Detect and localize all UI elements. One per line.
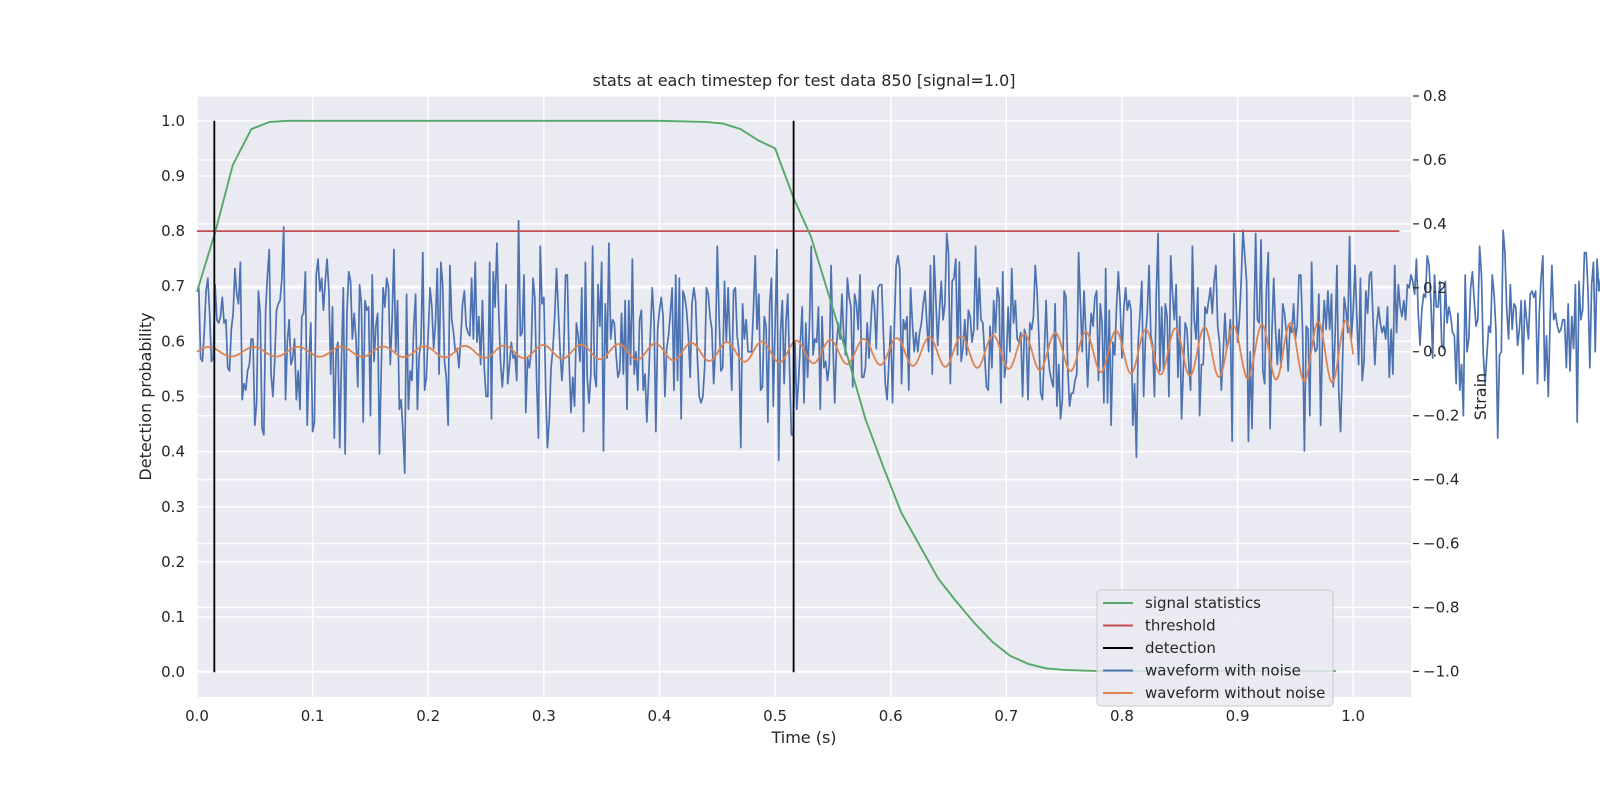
y-right-tick-label: −0.4 bbox=[1423, 471, 1459, 489]
y-right-tick-label: −0.2 bbox=[1423, 407, 1459, 425]
x-tick-label: 1.0 bbox=[1341, 707, 1365, 725]
x-tick-label: 0.5 bbox=[763, 707, 787, 725]
legend-entry-label: waveform without noise bbox=[1145, 684, 1325, 702]
x-axis-label: Time (s) bbox=[770, 728, 836, 747]
y-axis-right-label: Strain bbox=[1471, 373, 1490, 420]
y-left-tick-label: 0.0 bbox=[161, 663, 185, 681]
y-right-tick-label: 0.6 bbox=[1423, 151, 1447, 169]
x-tick-label: 0.9 bbox=[1226, 707, 1250, 725]
y-right-tick-label: 0.2 bbox=[1423, 279, 1447, 297]
legend-box bbox=[1096, 589, 1334, 707]
x-tick-label: 0.3 bbox=[532, 707, 556, 725]
x-tick-label: 0.8 bbox=[1110, 707, 1134, 725]
y-right-tick-label: 0.4 bbox=[1423, 215, 1447, 233]
y-right-tick-label: −0.8 bbox=[1423, 598, 1459, 616]
y-left-tick-label: 0.4 bbox=[161, 443, 185, 461]
legend: signal statistics threshold detection wavef… bbox=[1096, 589, 1334, 707]
x-tick-label: 0.6 bbox=[879, 707, 903, 725]
x-tick-label: 0.1 bbox=[301, 707, 325, 725]
y-left-tick-label: 0.2 bbox=[161, 553, 185, 571]
series-layer bbox=[196, 119, 1600, 673]
y-left-tick-label: 0.9 bbox=[161, 167, 185, 185]
axes: 0.0 0.1 0.2 0.3 0.4 0.5 0.6 0.7 0.8 0.9 1.0 0.0 0.1 0… bbox=[161, 87, 1459, 725]
y-left-tick-label: 0.5 bbox=[161, 388, 185, 406]
series-waveform-with-noise bbox=[196, 219, 1600, 475]
y-left-tick-label: 0.1 bbox=[161, 608, 185, 626]
chart-title: stats at each timestep for test data 850… bbox=[592, 71, 1015, 90]
legend-entry-label: waveform with noise bbox=[1145, 662, 1301, 680]
series-signal-statistics bbox=[196, 119, 1336, 673]
legend-entry-label: threshold bbox=[1145, 617, 1216, 635]
y-right-tick-label: 0.0 bbox=[1423, 343, 1447, 361]
x-tick-label: 0.7 bbox=[994, 707, 1018, 725]
y-left-tick-label: 0.7 bbox=[161, 277, 185, 295]
y-left-tick-label: 0.8 bbox=[161, 222, 185, 240]
y-axis-left-label: Detection probability bbox=[136, 312, 155, 480]
y-left-tick-label: 1.0 bbox=[161, 112, 185, 130]
y-left-tick-label: 0.6 bbox=[161, 332, 185, 350]
series-waveform-without-noise bbox=[196, 319, 1355, 384]
x-tick-label: 0.0 bbox=[185, 707, 209, 725]
legend-entry-label: signal statistics bbox=[1145, 594, 1261, 612]
x-tick-label: 0.4 bbox=[648, 707, 672, 725]
y-right-tick-label: −1.0 bbox=[1423, 662, 1459, 680]
y-left-tick-label: 0.3 bbox=[161, 498, 185, 516]
legend-entry-label: detection bbox=[1145, 639, 1216, 657]
y-right-tick-label: −0.6 bbox=[1423, 535, 1459, 553]
y-right-tick-label: 0.8 bbox=[1423, 87, 1447, 105]
x-tick-label: 0.2 bbox=[416, 707, 440, 725]
